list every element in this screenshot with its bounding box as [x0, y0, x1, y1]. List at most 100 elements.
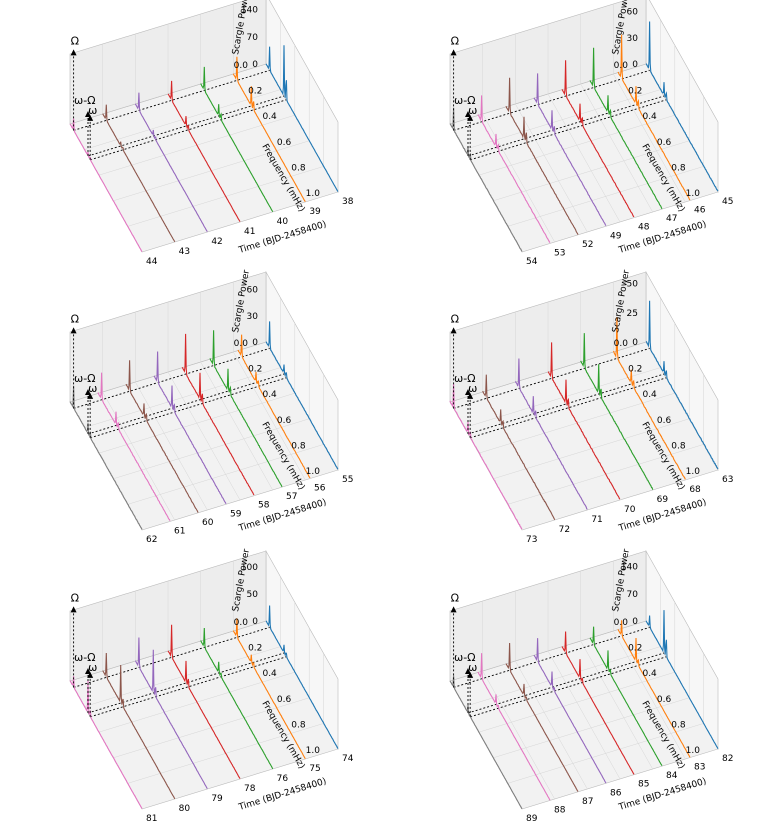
z-tick-label: 140 [241, 6, 258, 16]
series-line-57 [209, 330, 283, 488]
time-tick-label: 44 [146, 257, 158, 267]
axes-panes [69, 270, 339, 531]
arrowhead [467, 114, 474, 121]
annotation-label: ω [88, 382, 97, 395]
freq-tick-label: 0.0 [614, 61, 629, 71]
grid-line [613, 73, 686, 203]
time-tick-label: 46 [694, 206, 706, 216]
z-tick-label: 70 [247, 33, 259, 43]
arrowhead [87, 114, 94, 121]
time-tick-label: 82 [722, 754, 733, 764]
time-tick-label: 61 [174, 526, 185, 536]
freq-tick-label: 0.2 [248, 87, 262, 97]
z-tick-label: 140 [621, 563, 638, 573]
freq-tick-label: 0.4 [642, 390, 657, 400]
annotation-label: Ω [71, 312, 79, 325]
grid-line [515, 103, 588, 233]
arrowhead [85, 668, 91, 674]
arrowhead [85, 389, 91, 395]
time-tick-label: 47 [666, 214, 677, 224]
freq-tick-label: 0.8 [291, 441, 306, 451]
series-line-87 [505, 642, 579, 792]
time-tick-label: 60 [202, 518, 214, 528]
series-line-56 [237, 334, 311, 479]
grid-line [233, 351, 306, 481]
time-tick-label: 88 [554, 805, 566, 815]
freq-tick-label: 0.6 [277, 138, 292, 148]
z-tick-label: 0 [632, 60, 638, 70]
arrowhead [70, 49, 77, 56]
freq-tick-label: 1.0 [686, 189, 701, 199]
z-tick-label: 60 [627, 8, 639, 18]
waterfall-plot: Ωω-Ωω 0.0 0.2 0.4 0.6 0.8 1.0 63 68 69 70 71 72 73 0 25… [449, 269, 733, 545]
freq-tick-label: 0.0 [614, 339, 629, 349]
series-line-86 [533, 638, 607, 784]
annotation-label: ω-Ω [454, 651, 476, 664]
arrowhead [465, 111, 471, 117]
grid-line [135, 381, 208, 511]
series-line-72 [482, 374, 556, 520]
z-tick-label: 70 [627, 590, 639, 600]
freq-tick-label: 0.8 [671, 441, 686, 451]
freq-tick-label: 1.0 [686, 746, 701, 756]
series-line-73 [449, 383, 523, 530]
time-tick-label: 75 [309, 764, 320, 774]
arrowhead [70, 606, 77, 613]
series-line-49 [533, 73, 607, 227]
freq-tick-label: 0.2 [248, 365, 262, 375]
freq-tick-label: 0.2 [248, 644, 262, 654]
series-line-84 [589, 626, 663, 766]
arrowhead [450, 49, 457, 56]
axes-panes [449, 0, 719, 253]
time-tick-label: 76 [277, 774, 289, 784]
series-line-74 [265, 605, 339, 749]
series-line-38 [265, 45, 339, 192]
series-line-80 [102, 652, 176, 800]
z-tick-label: 100 [241, 563, 258, 573]
time-tick-label: 79 [211, 794, 223, 804]
series-line-44 [69, 118, 143, 252]
waterfall-plot: Ωω-Ωω 0.0 0.2 0.4 0.6 0.8 1.0 82 83 84 85 86 87 88 89 0… [449, 548, 733, 824]
annotation-label: Ω [71, 591, 79, 604]
freq-tick-label: 0.4 [642, 112, 657, 122]
time-tick-label: 86 [610, 788, 622, 798]
freq-tick-label: 0.4 [262, 390, 277, 400]
series-line-48 [561, 60, 635, 218]
annotation-label: ω-Ω [454, 94, 476, 107]
freq-tick-label: 0.8 [291, 163, 306, 173]
series-line-69 [580, 333, 654, 490]
axes-panes [69, 0, 339, 253]
waterfall-plot: Ωω-Ωω 0.0 0.2 0.4 0.6 0.8 1.0 55 56 57 58 59 60 61 62 0… [69, 269, 353, 545]
z-tick-label: 0 [632, 617, 638, 627]
time-tick-label: 87 [582, 797, 593, 807]
series-line-76 [200, 627, 274, 770]
z-tick-label: 0 [252, 60, 258, 70]
freq-tick-label: 0.8 [671, 163, 686, 173]
series-line-85 [561, 631, 635, 775]
time-tick-label: 59 [230, 509, 242, 519]
annotation-label: ω-Ω [74, 651, 96, 664]
annotation-label: ω [88, 104, 97, 117]
z-tick-label: 50 [627, 280, 639, 290]
freq-tick-label: 1.0 [306, 189, 321, 199]
freq-tick-label: 0.8 [291, 720, 306, 730]
series-line-41 [167, 80, 241, 222]
series-line-39 [232, 56, 306, 202]
time-tick-label: 40 [277, 217, 289, 227]
series-line-70 [547, 342, 621, 500]
time-tick-label: 80 [179, 804, 191, 814]
time-tick-label: 62 [146, 535, 157, 545]
time-tick-label: 41 [244, 227, 255, 237]
time-tick-label: 58 [258, 501, 270, 511]
annotation-label: ω [468, 382, 477, 395]
grid-line [613, 630, 686, 760]
grid-line [200, 361, 273, 491]
freq-tick-label: 0.6 [277, 695, 292, 705]
series-line-71 [514, 358, 588, 510]
grid-line [547, 93, 621, 223]
series-line-88 [477, 653, 551, 801]
waterfall-plot: Ωω-Ωω 0.0 0.2 0.4 0.6 0.8 1.0 74 75 76 78 79 80 81 0 50… [69, 548, 354, 824]
